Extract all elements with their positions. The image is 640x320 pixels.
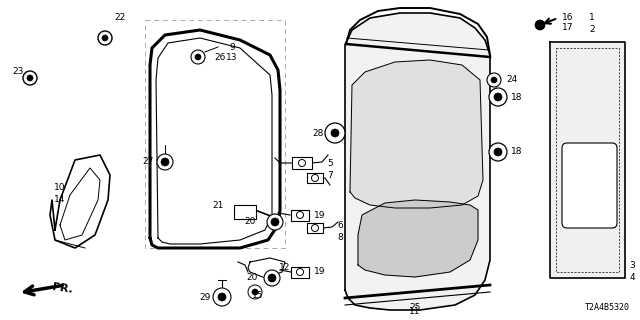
Text: 4: 4 <box>629 274 635 283</box>
Text: 26: 26 <box>214 52 226 61</box>
Bar <box>292 157 312 169</box>
Text: 18: 18 <box>511 148 523 156</box>
Text: 1: 1 <box>589 13 595 22</box>
Text: 24: 24 <box>506 76 518 84</box>
Circle shape <box>27 75 33 81</box>
Bar <box>307 173 323 183</box>
Text: 20: 20 <box>246 274 258 283</box>
Circle shape <box>252 289 258 295</box>
Circle shape <box>494 148 502 156</box>
Text: 29: 29 <box>199 292 211 301</box>
Text: 22: 22 <box>115 13 125 22</box>
Circle shape <box>157 154 173 170</box>
Text: T2A4B5320: T2A4B5320 <box>585 303 630 312</box>
Text: 28: 28 <box>312 129 324 138</box>
Polygon shape <box>345 13 490 310</box>
Bar <box>307 223 323 233</box>
Circle shape <box>264 270 280 286</box>
Circle shape <box>23 71 37 85</box>
Bar <box>291 210 309 221</box>
Bar <box>234 205 256 219</box>
Circle shape <box>195 54 201 60</box>
Text: 25: 25 <box>410 303 420 313</box>
Text: 17: 17 <box>563 23 573 33</box>
Circle shape <box>98 31 112 45</box>
Circle shape <box>213 288 231 306</box>
Circle shape <box>271 218 279 226</box>
Circle shape <box>331 129 339 137</box>
Text: 11: 11 <box>409 308 420 316</box>
Text: 8: 8 <box>337 233 343 242</box>
Text: 15: 15 <box>252 291 264 300</box>
Text: 19: 19 <box>314 211 326 220</box>
Text: 2: 2 <box>589 26 595 35</box>
Text: 19: 19 <box>314 268 326 276</box>
Text: 14: 14 <box>54 196 66 204</box>
Circle shape <box>494 93 502 101</box>
Circle shape <box>161 158 169 166</box>
Text: FR.: FR. <box>52 282 74 294</box>
Text: 7: 7 <box>327 171 333 180</box>
Text: 21: 21 <box>212 201 224 210</box>
Text: 27: 27 <box>142 157 154 166</box>
Text: 3: 3 <box>629 260 635 269</box>
Bar <box>291 267 309 278</box>
Circle shape <box>102 35 108 41</box>
Circle shape <box>296 212 303 219</box>
Circle shape <box>535 20 545 30</box>
Text: 20: 20 <box>244 218 256 227</box>
Text: 6: 6 <box>337 220 343 229</box>
Circle shape <box>325 123 345 143</box>
Text: 5: 5 <box>327 158 333 167</box>
Text: 13: 13 <box>227 53 237 62</box>
Circle shape <box>489 143 507 161</box>
Circle shape <box>248 285 262 299</box>
Text: 16: 16 <box>563 13 573 22</box>
Circle shape <box>191 50 205 64</box>
Circle shape <box>296 268 303 276</box>
Circle shape <box>298 159 305 166</box>
Circle shape <box>268 274 276 282</box>
Text: 10: 10 <box>54 183 66 193</box>
FancyBboxPatch shape <box>562 143 617 228</box>
Text: 18: 18 <box>511 92 523 101</box>
Polygon shape <box>350 60 483 208</box>
Text: 12: 12 <box>279 263 291 273</box>
Text: 23: 23 <box>12 68 24 76</box>
Circle shape <box>267 214 283 230</box>
Circle shape <box>489 88 507 106</box>
Polygon shape <box>358 200 478 277</box>
Polygon shape <box>550 42 625 278</box>
Circle shape <box>312 225 319 231</box>
Circle shape <box>487 73 501 87</box>
Text: 9: 9 <box>229 43 235 52</box>
Circle shape <box>312 174 319 181</box>
Circle shape <box>491 77 497 83</box>
Circle shape <box>218 293 226 301</box>
